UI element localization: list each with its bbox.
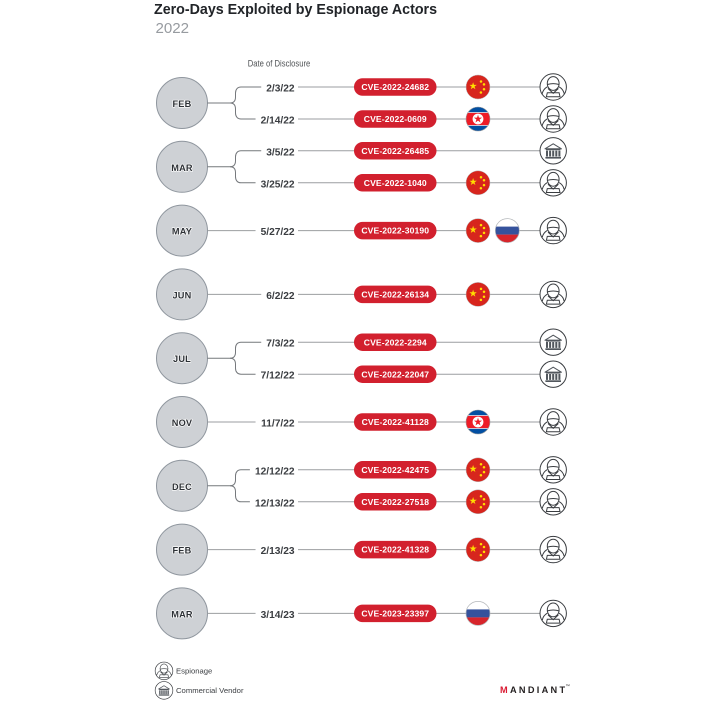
svg-text:12/12/22: 12/12/22: [255, 466, 295, 477]
svg-text:CVE-2022-30190: CVE-2022-30190: [361, 226, 429, 236]
svg-text:MANDIANT: MANDIANT: [500, 685, 567, 695]
svg-text:Zero-Days Exploited by Espiona: Zero-Days Exploited by Espionage Actors: [154, 1, 437, 18]
svg-text:3/14/23: 3/14/23: [261, 610, 295, 621]
svg-text:3/25/22: 3/25/22: [261, 179, 295, 190]
svg-text:DEC: DEC: [172, 482, 192, 492]
svg-text:5/27/22: 5/27/22: [261, 227, 295, 238]
svg-text:2/14/22: 2/14/22: [261, 116, 295, 127]
svg-text:MAY: MAY: [172, 227, 192, 237]
svg-text:CVE-2022-0609: CVE-2022-0609: [364, 114, 427, 124]
svg-text:CVE-2023-23397: CVE-2023-23397: [361, 609, 429, 619]
svg-text:CVE-2022-42475: CVE-2022-42475: [361, 465, 429, 475]
svg-text:CVE-2022-27518: CVE-2022-27518: [361, 497, 429, 507]
svg-text:7/3/22: 7/3/22: [266, 339, 295, 350]
svg-text:3/5/22: 3/5/22: [266, 147, 295, 158]
svg-text:Espionage: Espionage: [176, 667, 212, 676]
svg-text:CVE-2022-41128: CVE-2022-41128: [362, 417, 429, 427]
svg-text:CVE-2022-2294: CVE-2022-2294: [364, 337, 427, 347]
svg-text:2022: 2022: [156, 20, 190, 37]
svg-text:7/12/22: 7/12/22: [261, 371, 295, 382]
svg-text:12/13/22: 12/13/22: [255, 498, 295, 509]
svg-text:2/13/23: 2/13/23: [261, 546, 295, 557]
svg-text:NOV: NOV: [172, 418, 193, 428]
svg-text:MAR: MAR: [171, 609, 193, 619]
svg-text:JUL: JUL: [173, 354, 191, 364]
svg-text:Date of Disclosure: Date of Disclosure: [248, 59, 311, 69]
svg-text:™: ™: [566, 684, 571, 689]
svg-text:6/2/22: 6/2/22: [266, 291, 295, 302]
svg-text:CVE-2022-1040: CVE-2022-1040: [364, 178, 427, 188]
svg-text:Commercial Vendor: Commercial Vendor: [176, 686, 244, 695]
svg-text:JUN: JUN: [173, 290, 192, 300]
svg-text:CVE-2022-41328: CVE-2022-41328: [361, 545, 429, 555]
svg-text:FEB: FEB: [173, 99, 192, 109]
svg-text:CVE-2022-24682: CVE-2022-24682: [361, 82, 429, 92]
svg-text:MAR: MAR: [171, 163, 193, 173]
svg-text:FEB: FEB: [173, 546, 192, 556]
svg-text:CVE-2022-26485: CVE-2022-26485: [361, 146, 429, 156]
svg-text:2/3/22: 2/3/22: [266, 84, 295, 95]
svg-text:CVE-2022-26134: CVE-2022-26134: [361, 290, 429, 300]
svg-text:CVE-2022-22047: CVE-2022-22047: [361, 369, 429, 379]
svg-text:11/7/22: 11/7/22: [261, 419, 295, 430]
